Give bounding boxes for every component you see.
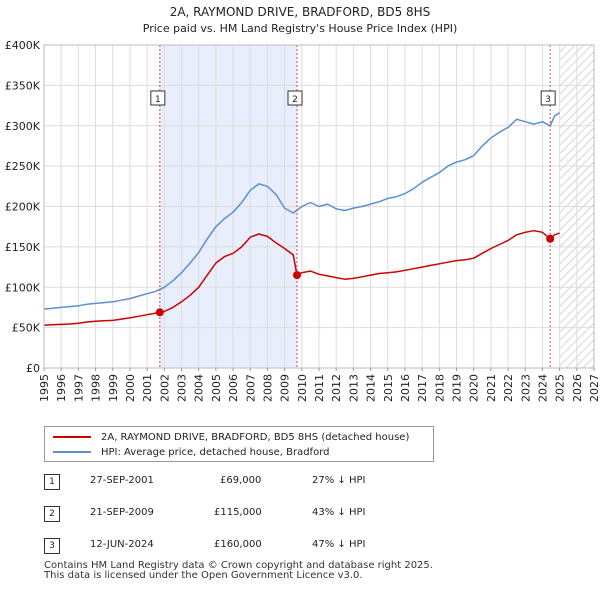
sale-point	[155, 308, 164, 317]
sale-number-badge: 2	[44, 506, 60, 522]
sale-marker-badge	[540, 90, 556, 106]
sale-hpi-diff: 27% ↓ HPI	[312, 475, 366, 486]
legend-swatch-hpi	[53, 451, 91, 453]
x-tick-label: 2008	[261, 374, 274, 402]
y-tick-label: £100K	[5, 281, 41, 294]
x-tick-label: 2025	[554, 374, 567, 402]
legend-label-hpi: HPI: Average price, detached house, Brad…	[101, 446, 330, 458]
x-tick-label: 1995	[38, 374, 51, 402]
x-tick-label: 2011	[313, 374, 326, 402]
x-tick-label: 2001	[141, 374, 154, 402]
sale-marker-label: 3	[545, 95, 551, 105]
footer-line-copyright: Contains HM Land Registry data © Crown c…	[44, 560, 433, 571]
x-tick-label: 2016	[399, 374, 412, 402]
sale-number-badge: 1	[44, 474, 60, 490]
hpi-line	[43, 112, 561, 310]
x-tick-label: 2015	[382, 374, 395, 402]
x-tick-label: 2000	[124, 374, 137, 402]
sale-price: £160,000	[214, 539, 262, 550]
sale-price: £69,000	[220, 475, 262, 486]
y-tick-label: £400K	[5, 39, 41, 52]
sale-price: £115,000	[214, 507, 262, 518]
sale-hpi-diff: 43% ↓ HPI	[312, 507, 366, 518]
chart-legend: 2A, RAYMOND DRIVE, BRADFORD, BD5 8HS (de…	[44, 426, 434, 462]
legend-item-property: 2A, RAYMOND DRIVE, BRADFORD, BD5 8HS (de…	[53, 430, 409, 444]
x-tick-label: 2012	[330, 374, 343, 402]
y-tick-label: £300K	[5, 120, 41, 133]
x-tick-label: 2002	[158, 374, 171, 402]
y-tick-label: £50K	[12, 322, 41, 335]
sale-marker-label: 2	[292, 95, 298, 105]
y-tick-label: £150K	[5, 241, 41, 254]
chart-title: 2A, RAYMOND DRIVE, BRADFORD, BD5 8HS	[170, 5, 431, 19]
x-tick-label: 2021	[485, 374, 498, 402]
x-tick-label: 2026	[571, 374, 584, 402]
sale-date: 12-JUN-2024	[90, 539, 154, 550]
x-tick-label: 1998	[90, 374, 103, 402]
x-tick-label: 2006	[227, 374, 240, 402]
x-tick-label: 2023	[519, 374, 532, 402]
sale-marker-label: 1	[155, 95, 161, 105]
x-tick-label: 2024	[536, 374, 549, 402]
legend-item-hpi: HPI: Average price, detached house, Brad…	[53, 445, 329, 459]
sale-date: 27-SEP-2001	[90, 475, 154, 486]
x-tick-label: 2009	[279, 374, 292, 402]
sale-row: 1 27-SEP-2001 £69,000 27% ↓ HPI	[44, 474, 444, 490]
x-tick-label: 1999	[107, 374, 120, 402]
chart-subtitle: Price paid vs. HM Land Registry's House …	[143, 22, 458, 35]
sale-hpi-diff: 47% ↓ HPI	[312, 539, 366, 550]
y-tick-label: £350K	[5, 79, 41, 92]
y-tick-label: £250K	[5, 160, 41, 173]
sale-point	[546, 234, 555, 243]
sale-marker-badge	[287, 90, 303, 106]
sale-row: 3 12-JUN-2024 £160,000 47% ↓ HPI	[44, 538, 444, 554]
sale-row: 2 21-SEP-2009 £115,000 43% ↓ HPI	[44, 506, 444, 522]
sale-number-badge: 3	[44, 538, 60, 554]
x-tick-label: 2010	[296, 374, 309, 402]
x-tick-label: 2022	[502, 374, 515, 402]
y-tick-label: £0	[26, 362, 40, 375]
x-tick-label: 2005	[210, 374, 223, 402]
x-tick-label: 2014	[365, 374, 378, 402]
x-tick-label: 1996	[55, 374, 68, 402]
x-tick-label: 2007	[244, 374, 257, 402]
y-tick-label: £200K	[5, 201, 41, 214]
footer-line-licence: This data is licensed under the Open Gov…	[44, 570, 363, 581]
x-tick-label: 2020	[468, 374, 481, 402]
sale-marker-badge	[150, 90, 166, 106]
price-chart: 2A, RAYMOND DRIVE, BRADFORD, BD5 8HS Pri…	[5, 5, 600, 402]
x-tick-label: 2018	[433, 374, 446, 402]
x-tick-label: 2027	[588, 374, 600, 402]
x-tick-label: 2013	[347, 374, 360, 402]
x-tick-label: 2019	[451, 374, 464, 402]
sale-point	[293, 271, 301, 280]
sale-date: 21-SEP-2009	[90, 507, 154, 518]
legend-label-property: 2A, RAYMOND DRIVE, BRADFORD, BD5 8HS (de…	[101, 431, 410, 443]
legend-swatch-property	[53, 436, 91, 438]
footer-attribution: Contains HM Land Registry data © Crown c…	[44, 561, 433, 581]
x-tick-label: 2004	[193, 374, 206, 402]
x-tick-label: 2017	[416, 374, 429, 402]
x-tick-label: 2003	[176, 374, 189, 402]
x-tick-label: 1997	[72, 374, 85, 402]
